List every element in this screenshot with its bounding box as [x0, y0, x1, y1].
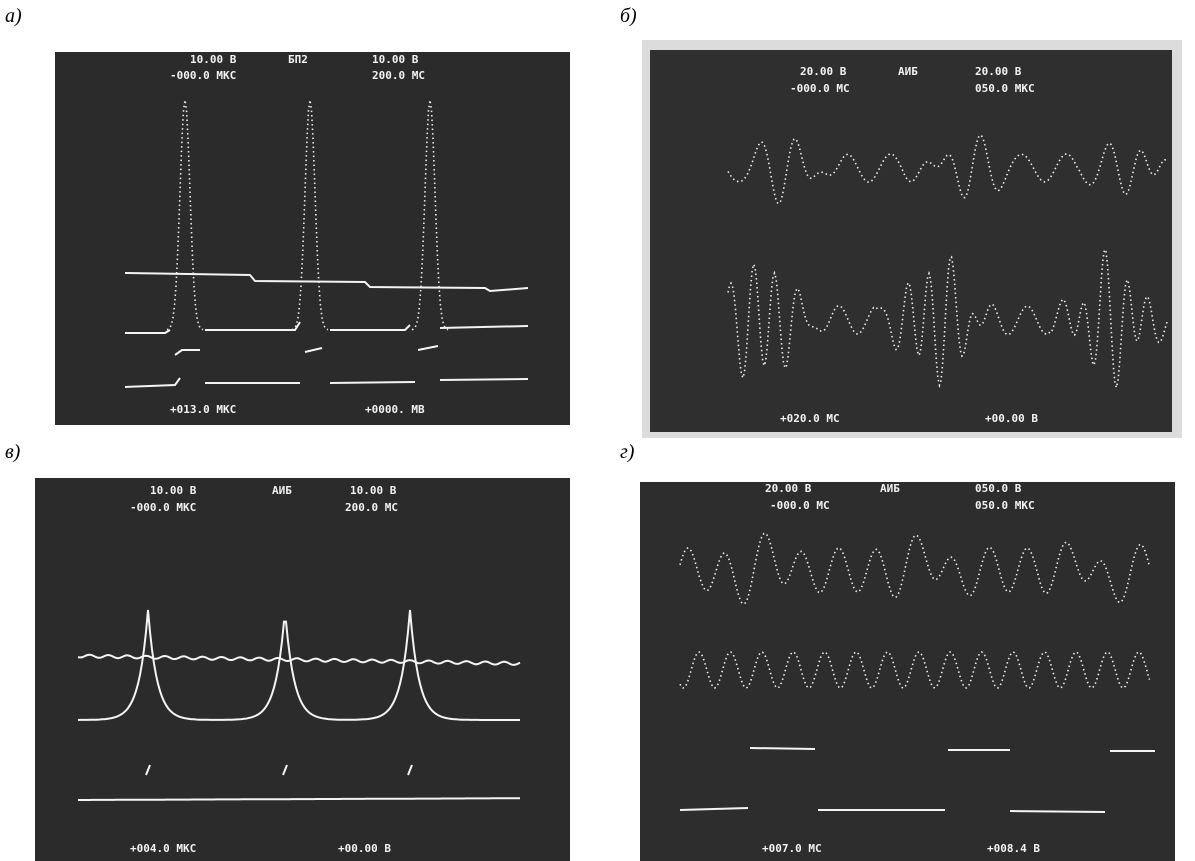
readout: +013.0 МКС	[170, 403, 236, 416]
readout: +00.00 В	[338, 842, 391, 855]
trace	[125, 321, 529, 334]
readout: +020.0 МС	[780, 412, 840, 425]
readout: -000.0 МС	[770, 499, 830, 512]
readout: +00.00 В	[985, 412, 1038, 425]
trace	[282, 764, 288, 776]
panel-label: в)	[5, 441, 21, 463]
trace	[145, 764, 151, 776]
readout: АИБ	[898, 65, 918, 78]
trace	[77, 609, 520, 721]
readout: -000.0 МКС	[130, 501, 196, 514]
trace	[124, 272, 529, 293]
trace	[679, 807, 1106, 813]
waveforms	[77, 99, 1169, 813]
panel-label: а)	[5, 5, 22, 27]
readout: 050.0 МКС	[975, 82, 1035, 95]
readout: 10.00 В	[150, 484, 197, 497]
readout: 10.00 В	[372, 53, 419, 66]
panel-label: г)	[620, 441, 635, 463]
trace	[727, 247, 1169, 391]
readout: 050.0 МКС	[975, 499, 1035, 512]
readout: 20.00 В	[975, 65, 1022, 78]
readout: 20.00 В	[765, 482, 812, 495]
trace	[411, 99, 449, 331]
trace	[78, 797, 520, 801]
panel-label: б)	[620, 5, 637, 27]
readout: -000.0 МКС	[170, 69, 236, 82]
readout: +0000. МВ	[365, 403, 425, 416]
screen-c	[35, 478, 570, 861]
readout: 10.00 В	[350, 484, 397, 497]
trace	[124, 377, 529, 388]
readout: АИБ	[880, 482, 900, 495]
trace	[749, 747, 1155, 752]
trace	[166, 99, 204, 331]
readout: -000.0 МС	[790, 82, 850, 95]
screen-d	[640, 482, 1175, 861]
readout: +004.0 МКС	[130, 842, 196, 855]
screen-b	[650, 50, 1172, 432]
trace	[679, 532, 1151, 605]
readout: +007.0 МС	[762, 842, 822, 855]
trace	[407, 764, 413, 776]
screen-a	[55, 52, 570, 425]
readout: +008.4 В	[987, 842, 1040, 855]
readout: АИБ	[272, 484, 292, 497]
trace	[291, 99, 329, 331]
readout: 200.0 МС	[372, 69, 425, 82]
readout: 10.00 В	[190, 53, 237, 66]
trace	[174, 345, 439, 356]
readout: 20.00 В	[800, 65, 847, 78]
readout: 200.0 МС	[345, 501, 398, 514]
readout: 050.0 В	[975, 482, 1022, 495]
trace	[77, 653, 521, 666]
readout: БП2	[288, 53, 308, 66]
